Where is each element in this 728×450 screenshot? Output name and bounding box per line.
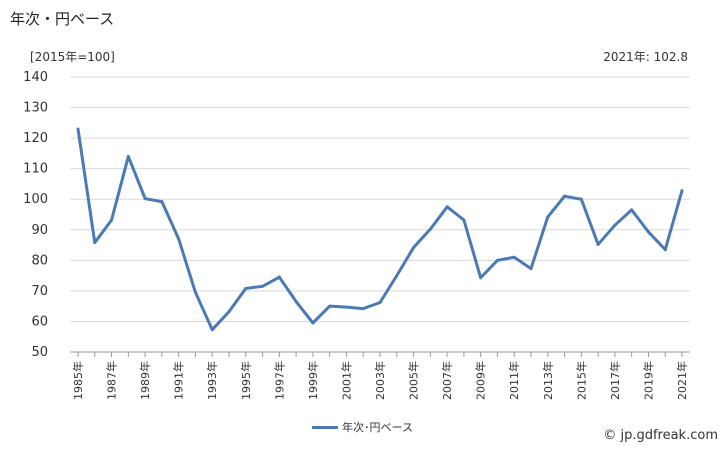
- data-point: [395, 274, 399, 278]
- data-point: [244, 286, 248, 290]
- y-tick-label: 50: [31, 345, 48, 360]
- data-point: [361, 307, 365, 311]
- data-point: [479, 276, 483, 280]
- data-point: [445, 205, 449, 209]
- y-tick-label: 70: [31, 284, 48, 299]
- y-tick-label: 130: [23, 101, 48, 116]
- x-tick-label: 2003年: [373, 361, 387, 400]
- data-point: [378, 301, 382, 304]
- legend-line-swatch: [312, 425, 338, 429]
- x-tick-label: 2009年: [474, 361, 488, 400]
- y-tick-label: 80: [31, 253, 48, 268]
- data-point: [613, 223, 617, 227]
- data-point: [93, 241, 97, 245]
- y-tick-label: 120: [23, 131, 48, 146]
- x-tick-label: 1989年: [138, 361, 152, 400]
- data-point: [630, 208, 634, 212]
- data-point: [529, 267, 533, 271]
- data-point: [344, 305, 348, 309]
- x-tick-label: 2011年: [507, 361, 521, 400]
- unit-label: [2015年=100]: [30, 50, 115, 64]
- x-tick-label: 2013年: [541, 361, 555, 400]
- data-point: [546, 215, 550, 219]
- data-point: [126, 154, 130, 158]
- x-tick-label: 1991年: [172, 361, 186, 400]
- x-tick-label: 1999年: [306, 361, 320, 400]
- source-credit: © jp.gdfreak.com: [603, 428, 718, 443]
- data-point: [193, 290, 197, 294]
- data-point: [110, 218, 114, 222]
- data-point: [495, 258, 499, 262]
- data-point: [412, 246, 416, 249]
- x-tick-label: 2019年: [641, 361, 655, 400]
- data-point: [143, 197, 147, 201]
- data-point: [646, 230, 650, 234]
- grid-lines: [70, 76, 690, 353]
- data-point: [311, 321, 315, 325]
- series-group: [76, 127, 684, 332]
- chart-title: 年次・円ベース: [10, 10, 115, 28]
- x-tick-label: 1985年: [71, 361, 85, 400]
- x-tick-label: 1997年: [272, 361, 286, 400]
- y-tick-label: 90: [31, 223, 48, 238]
- data-point: [579, 197, 583, 201]
- data-point: [663, 248, 667, 252]
- y-tick-label: 60: [31, 314, 48, 329]
- data-point: [294, 300, 298, 304]
- data-point: [210, 328, 214, 332]
- data-point: [177, 237, 181, 241]
- x-tick-label: 1993年: [205, 361, 219, 400]
- legend: 年次･円ベース: [312, 419, 413, 435]
- y-tick-label: 140: [23, 70, 48, 85]
- data-point: [428, 227, 432, 231]
- x-tick-label: 2017年: [608, 361, 622, 400]
- data-point: [160, 200, 164, 204]
- x-tick-label: 2001年: [339, 361, 353, 400]
- x-tick-label: 1995年: [239, 361, 253, 400]
- data-point: [596, 242, 600, 246]
- data-point: [512, 255, 516, 259]
- x-tick-label: 2005年: [407, 361, 421, 400]
- x-tick-label: 1987年: [105, 361, 119, 400]
- data-point: [328, 304, 332, 308]
- y-tick-label: 100: [23, 192, 48, 207]
- data-point: [227, 310, 231, 314]
- legend-label: 年次･円ベース: [342, 421, 413, 434]
- x-tick-label: 2021年: [675, 361, 689, 400]
- data-point: [680, 189, 684, 193]
- data-point: [563, 194, 567, 198]
- data-point: [76, 127, 80, 131]
- x-tick-label: 2015年: [574, 361, 588, 400]
- y-tick-labels: 50 60 70 80 90 100 110 120 130 140: [23, 70, 48, 360]
- x-tick-label: 2007年: [440, 361, 454, 400]
- data-point: [261, 284, 265, 288]
- data-point: [462, 218, 466, 222]
- x-tick-labels: 1985年 1987年 1989年 1991年 1993年 1995年 1997年 1999年…: [71, 352, 689, 400]
- y-tick-label: 110: [23, 162, 48, 177]
- latest-value-label: 2021年: 102.8: [603, 50, 688, 64]
- data-point: [277, 275, 281, 279]
